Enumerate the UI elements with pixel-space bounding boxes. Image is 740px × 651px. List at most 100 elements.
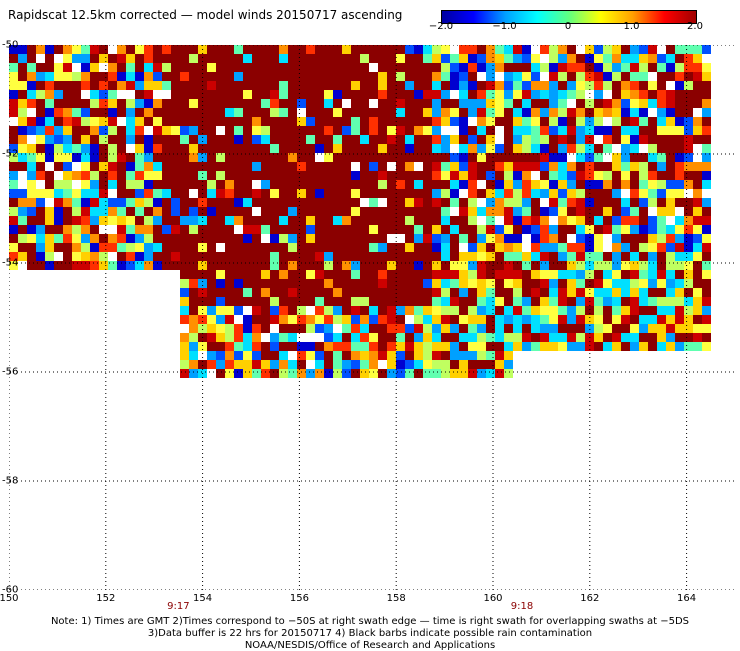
swath-cell [360,180,369,189]
swath-cell [72,126,81,135]
swath-cell [513,279,522,288]
swath-cell [306,252,315,261]
swath-cell [252,360,261,369]
swath-cell [234,261,243,270]
swath-cell [144,117,153,126]
swath-cell [162,171,171,180]
swath-cell [702,243,711,252]
swath-cell [468,207,477,216]
swath-cell [477,144,486,153]
swath-cell [279,99,288,108]
swath-cell [540,162,549,171]
swath-cell [63,180,72,189]
swath-cell [702,333,711,342]
swath-cell [333,333,342,342]
swath-cell [306,324,315,333]
swath-cell [594,243,603,252]
swath-cell [459,99,468,108]
swath-cell [45,117,54,126]
swath-cell [477,81,486,90]
swath-cell [216,99,225,108]
swath-cell [288,189,297,198]
swath-cell [702,153,711,162]
swath-cell [135,153,144,162]
swath-cell [45,72,54,81]
swath-cell [99,135,108,144]
swath-cell [513,297,522,306]
swath-cell [18,54,27,63]
swath-cell [297,252,306,261]
swath-cell [576,279,585,288]
swath-cell [99,45,108,54]
swath-cell [225,342,234,351]
swath-cell [684,234,693,243]
swath-cell [621,306,630,315]
swath-cell [288,333,297,342]
swath-cell [315,369,324,378]
swath-cell [459,315,468,324]
swath-cell [99,252,108,261]
swath-cell [432,126,441,135]
swath-cell [63,198,72,207]
swath-cell [540,180,549,189]
swath-cell [306,234,315,243]
swath-cell [297,342,306,351]
swath-cell [432,171,441,180]
swath-cell [432,279,441,288]
swath-cell [306,117,315,126]
swath-cell [378,99,387,108]
swath-cell [612,243,621,252]
swath-cell [693,315,702,324]
swath-cell [594,171,603,180]
swath-cell [360,279,369,288]
swath-cell [684,54,693,63]
swath-cell [234,315,243,324]
swath-cell [45,108,54,117]
swath-cell [603,288,612,297]
swath-cell [171,225,180,234]
swath-cell [81,252,90,261]
swath-cell [207,306,216,315]
swath-cell [630,72,639,81]
wind-difference-map [9,45,735,590]
swath-cell [135,99,144,108]
swath-cell [477,225,486,234]
swath-cell [567,117,576,126]
swath-cell [504,153,513,162]
swath-cell [225,261,234,270]
swath-cell [684,279,693,288]
swath-cell [216,180,225,189]
swath-cell [90,117,99,126]
swath-cell [126,108,135,117]
swath-cell [144,189,153,198]
swath-cell [126,216,135,225]
swath-cell [225,360,234,369]
swath-cell [477,297,486,306]
swath-cell [315,270,324,279]
swath-cell [108,225,117,234]
swath-cell [684,90,693,99]
swath-cell [405,297,414,306]
swath-cell [504,234,513,243]
swath-cell [702,45,711,54]
swath-cell [306,90,315,99]
swath-cell [468,81,477,90]
swath-cell [612,288,621,297]
swath-cell [279,63,288,72]
swath-cell [315,261,324,270]
swath-cell [54,225,63,234]
swath-cell [531,270,540,279]
swath-cell [414,189,423,198]
swath-cell [477,117,486,126]
swath-cell [135,225,144,234]
swath-cell [504,198,513,207]
swath-cell [99,54,108,63]
swath-cell [432,45,441,54]
swath-cell [531,72,540,81]
swath-cell [612,234,621,243]
swath-cell [585,144,594,153]
swath-cell [558,324,567,333]
swath-cell [450,99,459,108]
swath-cell [459,351,468,360]
swath-cell [630,225,639,234]
